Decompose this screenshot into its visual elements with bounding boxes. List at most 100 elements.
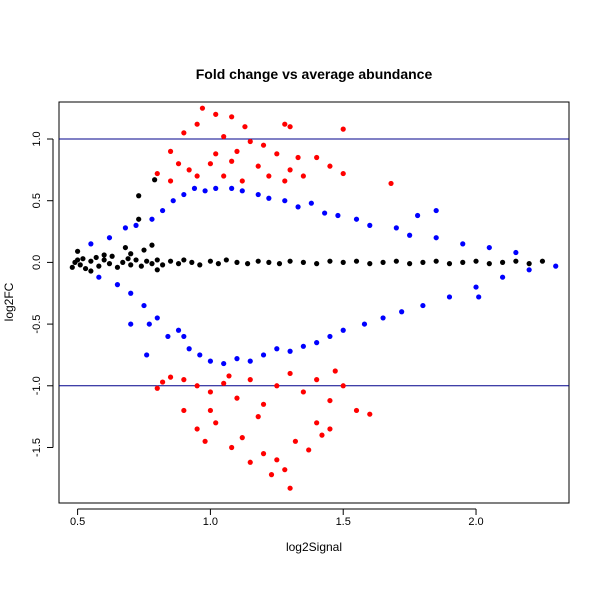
red-point	[260, 451, 267, 457]
red-point	[300, 389, 306, 395]
blue-point	[221, 360, 227, 367]
red-point	[175, 161, 182, 167]
blue-point	[314, 340, 320, 346]
red-point	[388, 180, 394, 187]
red-point	[207, 407, 214, 414]
y-tick-label: -1.0	[31, 376, 43, 395]
red-point	[314, 377, 320, 383]
red-point	[247, 459, 253, 465]
black-point	[244, 261, 251, 267]
black-point	[74, 248, 81, 254]
black-point	[276, 261, 283, 267]
black-point	[149, 242, 155, 248]
blue-point	[433, 207, 439, 214]
red-point	[353, 407, 360, 414]
x-tick-label: 1.0	[203, 516, 218, 528]
data-points	[69, 105, 559, 491]
red-point	[221, 173, 227, 179]
blue-point	[266, 195, 272, 201]
red-point	[229, 158, 235, 164]
red-point	[247, 138, 253, 145]
black-point	[69, 264, 75, 270]
red-point	[282, 178, 288, 184]
red-point	[181, 130, 187, 136]
red-point	[327, 426, 333, 432]
red-point	[287, 124, 293, 130]
y-tick-label: 1.0	[31, 131, 43, 146]
black-point	[128, 251, 134, 257]
y-tick-label: 0.0	[31, 255, 43, 270]
black-point	[133, 257, 139, 263]
blue-point	[128, 290, 134, 296]
black-point	[167, 258, 174, 264]
red-point	[282, 121, 288, 127]
red-point	[292, 438, 299, 444]
black-point	[287, 258, 293, 264]
red-point	[314, 420, 320, 426]
red-point	[327, 397, 333, 404]
blue-point	[186, 346, 192, 352]
black-point	[526, 261, 532, 267]
black-point	[314, 261, 320, 267]
blue-point	[96, 274, 102, 280]
red-point	[221, 133, 227, 140]
blue-point	[207, 358, 214, 364]
y-axis-label: log2FC	[2, 282, 16, 321]
red-point	[274, 457, 280, 463]
black-point	[149, 261, 155, 267]
blue-point	[433, 235, 439, 241]
blue-point	[175, 327, 182, 333]
black-point	[88, 258, 94, 264]
red-point	[229, 444, 235, 451]
red-point	[181, 407, 187, 414]
y-axis: -1.5 -1.0 -0.5 0.0 0.5 1.0	[31, 131, 54, 457]
blue-point	[274, 346, 280, 352]
blue-point	[154, 315, 160, 321]
blue-point	[128, 321, 134, 327]
x-axis: 0.5 1.0 1.5 2.0	[70, 508, 484, 528]
x-axis-label: log2Signal	[286, 540, 342, 554]
blue-point	[234, 356, 240, 362]
blue-point	[159, 207, 166, 214]
blue-point	[308, 200, 314, 206]
black-point	[327, 258, 333, 264]
blue-point	[399, 309, 405, 315]
blue-point	[141, 302, 147, 309]
blue-point	[473, 284, 479, 290]
black-point	[96, 263, 102, 269]
red-point	[213, 111, 219, 117]
blue-point	[149, 216, 155, 222]
black-point	[159, 262, 166, 268]
blue-point	[513, 249, 519, 256]
y-tick-label: 0.5	[31, 193, 43, 208]
blue-point	[476, 294, 482, 300]
blue-point	[282, 198, 288, 204]
black-point	[380, 259, 386, 265]
black-point	[460, 259, 466, 265]
blue-point	[460, 241, 466, 247]
red-point	[332, 368, 338, 374]
blue-point	[144, 352, 150, 358]
blue-point	[181, 333, 187, 340]
black-point	[154, 257, 160, 263]
red-point	[239, 435, 245, 441]
black-point	[255, 258, 261, 264]
blue-point	[407, 232, 413, 238]
red-point	[260, 401, 267, 407]
red-point	[194, 426, 200, 432]
red-point	[340, 170, 346, 177]
red-point	[194, 121, 200, 127]
black-point	[223, 257, 229, 263]
red-point	[154, 385, 160, 391]
red-point	[340, 126, 346, 132]
blue-point	[181, 191, 187, 198]
red-point	[266, 173, 272, 179]
black-point	[120, 259, 126, 265]
black-point	[152, 177, 158, 183]
red-point	[242, 124, 248, 130]
blue-point	[446, 294, 453, 300]
blue-point	[122, 225, 129, 231]
black-point	[101, 257, 107, 263]
black-point	[74, 257, 81, 263]
